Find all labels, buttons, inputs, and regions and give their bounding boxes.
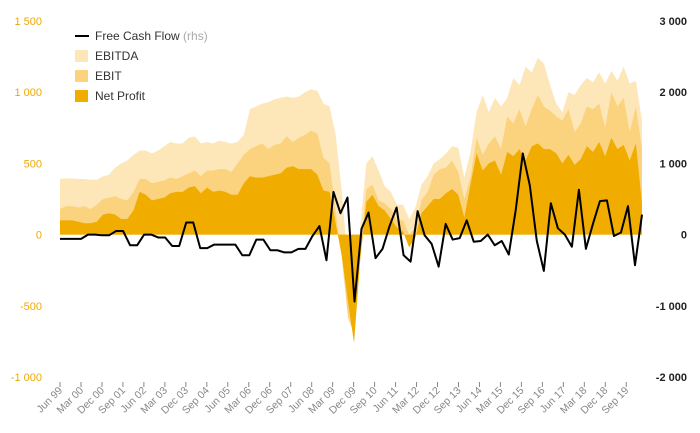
left-axis: 1 500 1 000 500 0 -500 -1 000 [11,16,42,384]
line-layer [60,152,643,303]
left-tick-label: 1 000 [14,87,42,99]
right-tick-label: 2 000 [659,87,687,99]
area-ebit [60,92,642,335]
left-tick-label: 0 [36,230,42,242]
right-tick-label: 3 000 [659,16,687,28]
area-layer [60,58,642,343]
legend-note: (rhs) [180,29,208,43]
right-axis: 3 000 2 000 1 000 0 -1 000 -2 000 [656,16,687,384]
left-tick-label: -1 000 [11,372,42,384]
legend: Free Cash Flow (rhs) EBITDA EBIT Net Profit [75,29,208,103]
left-tick-label: 1 500 [14,16,42,28]
right-tick-label: 1 000 [659,158,687,170]
legend-label-net-profit: Net Profit [95,89,146,103]
legend-label-free-cash-flow: Free Cash Flow (rhs) [95,29,208,43]
left-tick-label: -500 [20,301,42,313]
right-tick-label: -1 000 [656,301,687,313]
line-free-cash-flow [60,152,643,303]
legend-swatch-ebitda [75,50,88,62]
right-tick-label: -2 000 [656,372,687,384]
right-tick-label: 0 [681,230,687,242]
legend-label-ebitda: EBITDA [95,49,138,63]
legend-swatch-ebit [75,70,88,82]
legend-swatch-net-profit [75,90,88,102]
left-tick-label: 500 [24,158,42,170]
legend-label-ebit: EBIT [95,69,122,83]
